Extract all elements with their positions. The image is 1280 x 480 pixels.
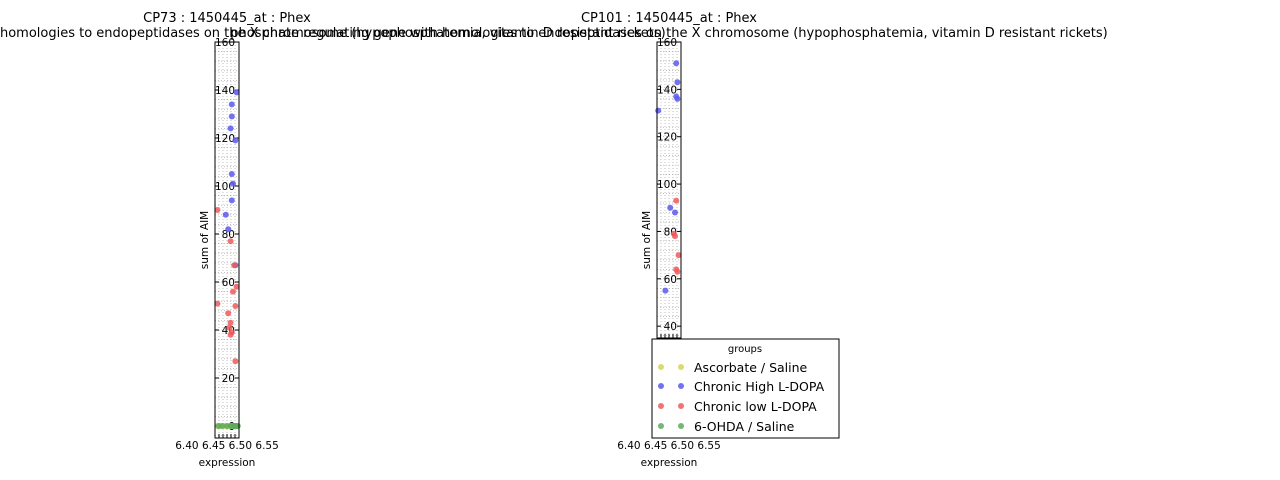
legend: groups Ascorbate / Saline Chronic High L…: [651, 338, 840, 439]
y-tick-label: 120: [657, 132, 677, 144]
data-point: [655, 107, 662, 114]
chart2-title: CP101 : 1450445_at : Phex: [581, 11, 757, 26]
data-point: [667, 204, 674, 211]
chart1-title: CP73 : 1450445_at : Phex: [143, 11, 311, 26]
data-point: [226, 324, 233, 331]
y-tick-label: 80: [222, 229, 235, 241]
data-point: [674, 268, 681, 275]
data-point: [227, 331, 234, 338]
data-point: [672, 233, 678, 240]
data-point: [214, 300, 221, 307]
legend-marker: [678, 403, 684, 409]
y-tick-label: 140: [657, 84, 677, 96]
data-point: [674, 79, 681, 86]
data-point: [214, 207, 221, 213]
y-tick-label: 100: [215, 181, 235, 193]
data-point: [675, 252, 682, 259]
data-point: [222, 211, 229, 218]
data-point: [232, 303, 239, 309]
legend-label: Chronic low L-DOPA: [694, 399, 817, 414]
chart1-plot-area: 020406080100120140160: [214, 37, 241, 439]
series-chronic-low-l-dopa: [214, 207, 240, 365]
legend-marker: [658, 423, 664, 429]
series-chronic-high-l-dopa: [655, 60, 681, 294]
legend-title: groups: [728, 344, 762, 355]
y-tick-label: 160: [215, 37, 235, 49]
data-point: [673, 197, 680, 204]
chart2-subtitle: phosphate regulating gene with homologie…: [230, 26, 1107, 41]
legend-marker: [658, 383, 664, 389]
legend-marker: [678, 364, 684, 370]
data-point: [227, 125, 234, 132]
chart1-xtick-labels: 6.40 6.45 6.50 6.55: [175, 440, 279, 452]
data-point: [234, 423, 241, 429]
data-point: [233, 283, 240, 290]
data-point: [232, 358, 239, 365]
y-tick-label: 120: [215, 133, 235, 145]
chart2-xlabel: expression: [641, 457, 698, 469]
legend-marker: [678, 383, 684, 389]
data-point: [228, 101, 235, 108]
data-point: [219, 423, 226, 429]
legend-entry-chronic-low: Chronic low L-DOPA: [658, 399, 817, 414]
data-point: [225, 310, 232, 317]
plot-frame: [656, 41, 682, 339]
legend-label: Ascorbate / Saline: [694, 360, 808, 375]
plot-frame: [214, 41, 240, 439]
data-point: [225, 226, 232, 233]
chart1-subtitle: phosphate regulating gene with homologie…: [0, 26, 666, 41]
data-point: [228, 171, 235, 177]
legend-entry-6ohda: 6-OHDA / Saline: [658, 419, 795, 434]
data-point: [228, 197, 235, 204]
legend-marker: [678, 423, 684, 429]
y-tick-label: 60: [664, 274, 677, 286]
data-point: [662, 287, 669, 294]
chart1-xlabel: expression: [199, 457, 256, 469]
data-point: [674, 95, 681, 102]
data-point: [672, 209, 678, 216]
data-point: [232, 137, 239, 144]
legend-box: [651, 338, 840, 439]
legend-marker: [658, 364, 664, 370]
data-point: [230, 288, 236, 295]
series-chronic-low-l-dopa: [670, 197, 682, 275]
chart1-ylabel: sum of AIM: [199, 211, 211, 270]
chart2-xtick-labels: 6.40 6.45 6.50 6.55: [617, 440, 721, 452]
y-tick-label: 60: [222, 277, 235, 289]
data-point: [673, 60, 680, 67]
data-point: [227, 238, 234, 245]
data-point: [230, 180, 236, 187]
series-6-ohda-saline: [215, 423, 241, 429]
data-point: [227, 319, 234, 326]
chart2-ylabel: sum of AIM: [641, 211, 653, 270]
y-tick-label: 100: [657, 179, 677, 191]
y-tick-label: 20: [222, 373, 235, 385]
y-tick-label: 40: [664, 321, 677, 333]
legend-label: Chronic High L-DOPA: [694, 379, 825, 394]
legend-entry-ascorbate: Ascorbate / Saline: [658, 360, 808, 375]
legend-marker: [658, 403, 664, 409]
legend-label: 6-OHDA / Saline: [694, 419, 795, 434]
data-point: [231, 262, 238, 269]
data-point: [228, 113, 235, 120]
y-tick-label: 140: [215, 85, 235, 97]
y-tick-label: 160: [657, 37, 677, 49]
data-point: [233, 89, 240, 96]
legend-entry-chronic-high: Chronic High L-DOPA: [658, 379, 825, 394]
